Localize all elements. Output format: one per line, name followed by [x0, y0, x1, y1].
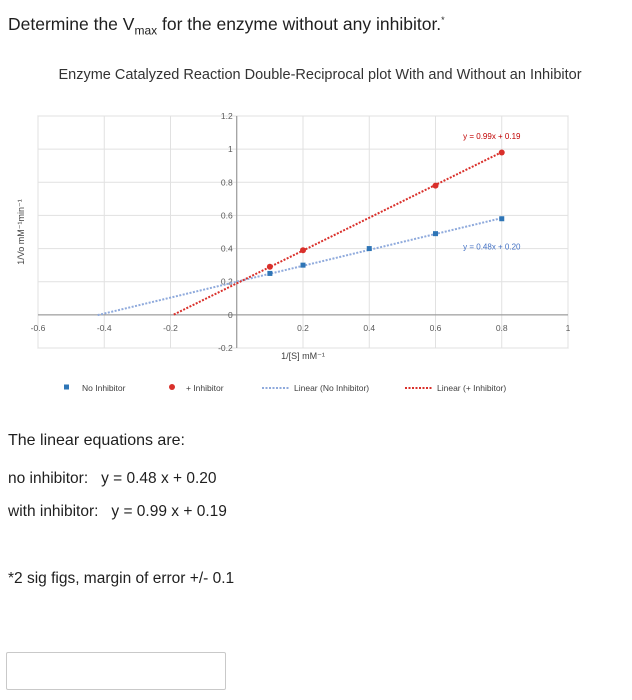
- x-axis-title: 1/[S] mM⁻¹: [281, 351, 325, 361]
- point-no-inhibitor: [366, 246, 372, 252]
- x-tick-label: 0.6: [430, 323, 442, 333]
- x-tick-label: -0.2: [163, 323, 178, 333]
- point-no-inhibitor: [267, 270, 273, 276]
- y-axis-title: 1/Vo mM⁻¹min⁻¹: [16, 199, 26, 265]
- y-tick-label: 1.2: [221, 111, 233, 121]
- legend-inhibitor-label: + Inhibitor: [186, 383, 224, 393]
- y-tick-label: 0.2: [221, 277, 233, 287]
- x-tick-label: 1: [566, 323, 571, 333]
- y-tick-label: -0.2: [218, 343, 233, 353]
- no-inhibitor-equation: y = 0.48 x + 0.20: [101, 470, 217, 487]
- answer-input[interactable]: [6, 652, 226, 690]
- y-tick-label: 1: [228, 144, 233, 154]
- question-subscript: max: [134, 23, 158, 38]
- no-inhibitor-equation-line: no inhibitor: y = 0.48 x + 0.20: [8, 470, 217, 488]
- y-tick-label: 0: [228, 310, 233, 320]
- chart-title: Enzyme Catalyzed Reaction Double-Recipro…: [58, 67, 582, 83]
- legend-no-inhibitor-label: No Inhibitor: [82, 383, 126, 393]
- with-inhibitor-equation-line: with inhibitor: y = 0.99 x + 0.19: [8, 503, 227, 521]
- with-inhibitor-equation: y = 0.99 x + 0.19: [111, 503, 227, 520]
- legend-no-inhibitor-marker: [64, 384, 69, 390]
- x-tick-label: 0.4: [363, 323, 375, 333]
- trendline-inhibitor: [173, 151, 503, 316]
- chart-container: Enzyme Catalyzed Reaction Double-Recipro…: [0, 58, 632, 418]
- y-tick-label: 0.8: [221, 177, 233, 187]
- equation-inhibitor: y = 0.99x + 0.19: [463, 132, 521, 141]
- x-tick-label: 0.2: [297, 323, 309, 333]
- legend-inhibitor-marker: [169, 384, 175, 390]
- sig-figs-note: *2 sig figs, margin of error +/- 0.1: [8, 570, 235, 587]
- x-tick-label: -0.6: [31, 323, 46, 333]
- point-no-inhibitor: [433, 231, 438, 237]
- question-suffix: for the enzyme without any inhibitor.: [157, 14, 442, 34]
- no-inhibitor-label: no inhibitor:: [8, 470, 89, 487]
- equations-heading: The linear equations are:: [8, 432, 185, 449]
- question-text: Determine the Vmax for the enzyme withou…: [8, 14, 445, 38]
- question-marker: *: [441, 15, 445, 26]
- equation-no-inhibitor: y = 0.48x + 0.20: [463, 242, 521, 251]
- point-no-inhibitor: [300, 262, 306, 268]
- legend-linear-inhibitor-label: Linear (+ Inhibitor): [437, 383, 506, 393]
- y-tick-label: 0.6: [221, 210, 233, 220]
- x-tick-label: -0.4: [97, 323, 112, 333]
- double-reciprocal-chart: -0.6 -0.4 -0.2 0.2 0.4 0.6 0.8 1 -0.2 0 0.2 0.4 0.6 0…: [16, 111, 571, 393]
- point-inhibitor: [266, 263, 273, 270]
- x-tick-label: 0.8: [496, 323, 508, 333]
- point-inhibitor: [300, 247, 306, 254]
- with-inhibitor-label: with inhibitor:: [8, 503, 99, 520]
- point-inhibitor: [498, 149, 505, 156]
- point-no-inhibitor: [499, 216, 505, 222]
- question-prefix: Determine the V: [8, 14, 135, 34]
- legend-linear-no-inhibitor-label: Linear (No Inhibitor): [294, 383, 369, 393]
- trendline-no-inhibitor: [97, 217, 502, 317]
- point-inhibitor: [432, 182, 439, 189]
- y-tick-label: 0.4: [221, 244, 233, 254]
